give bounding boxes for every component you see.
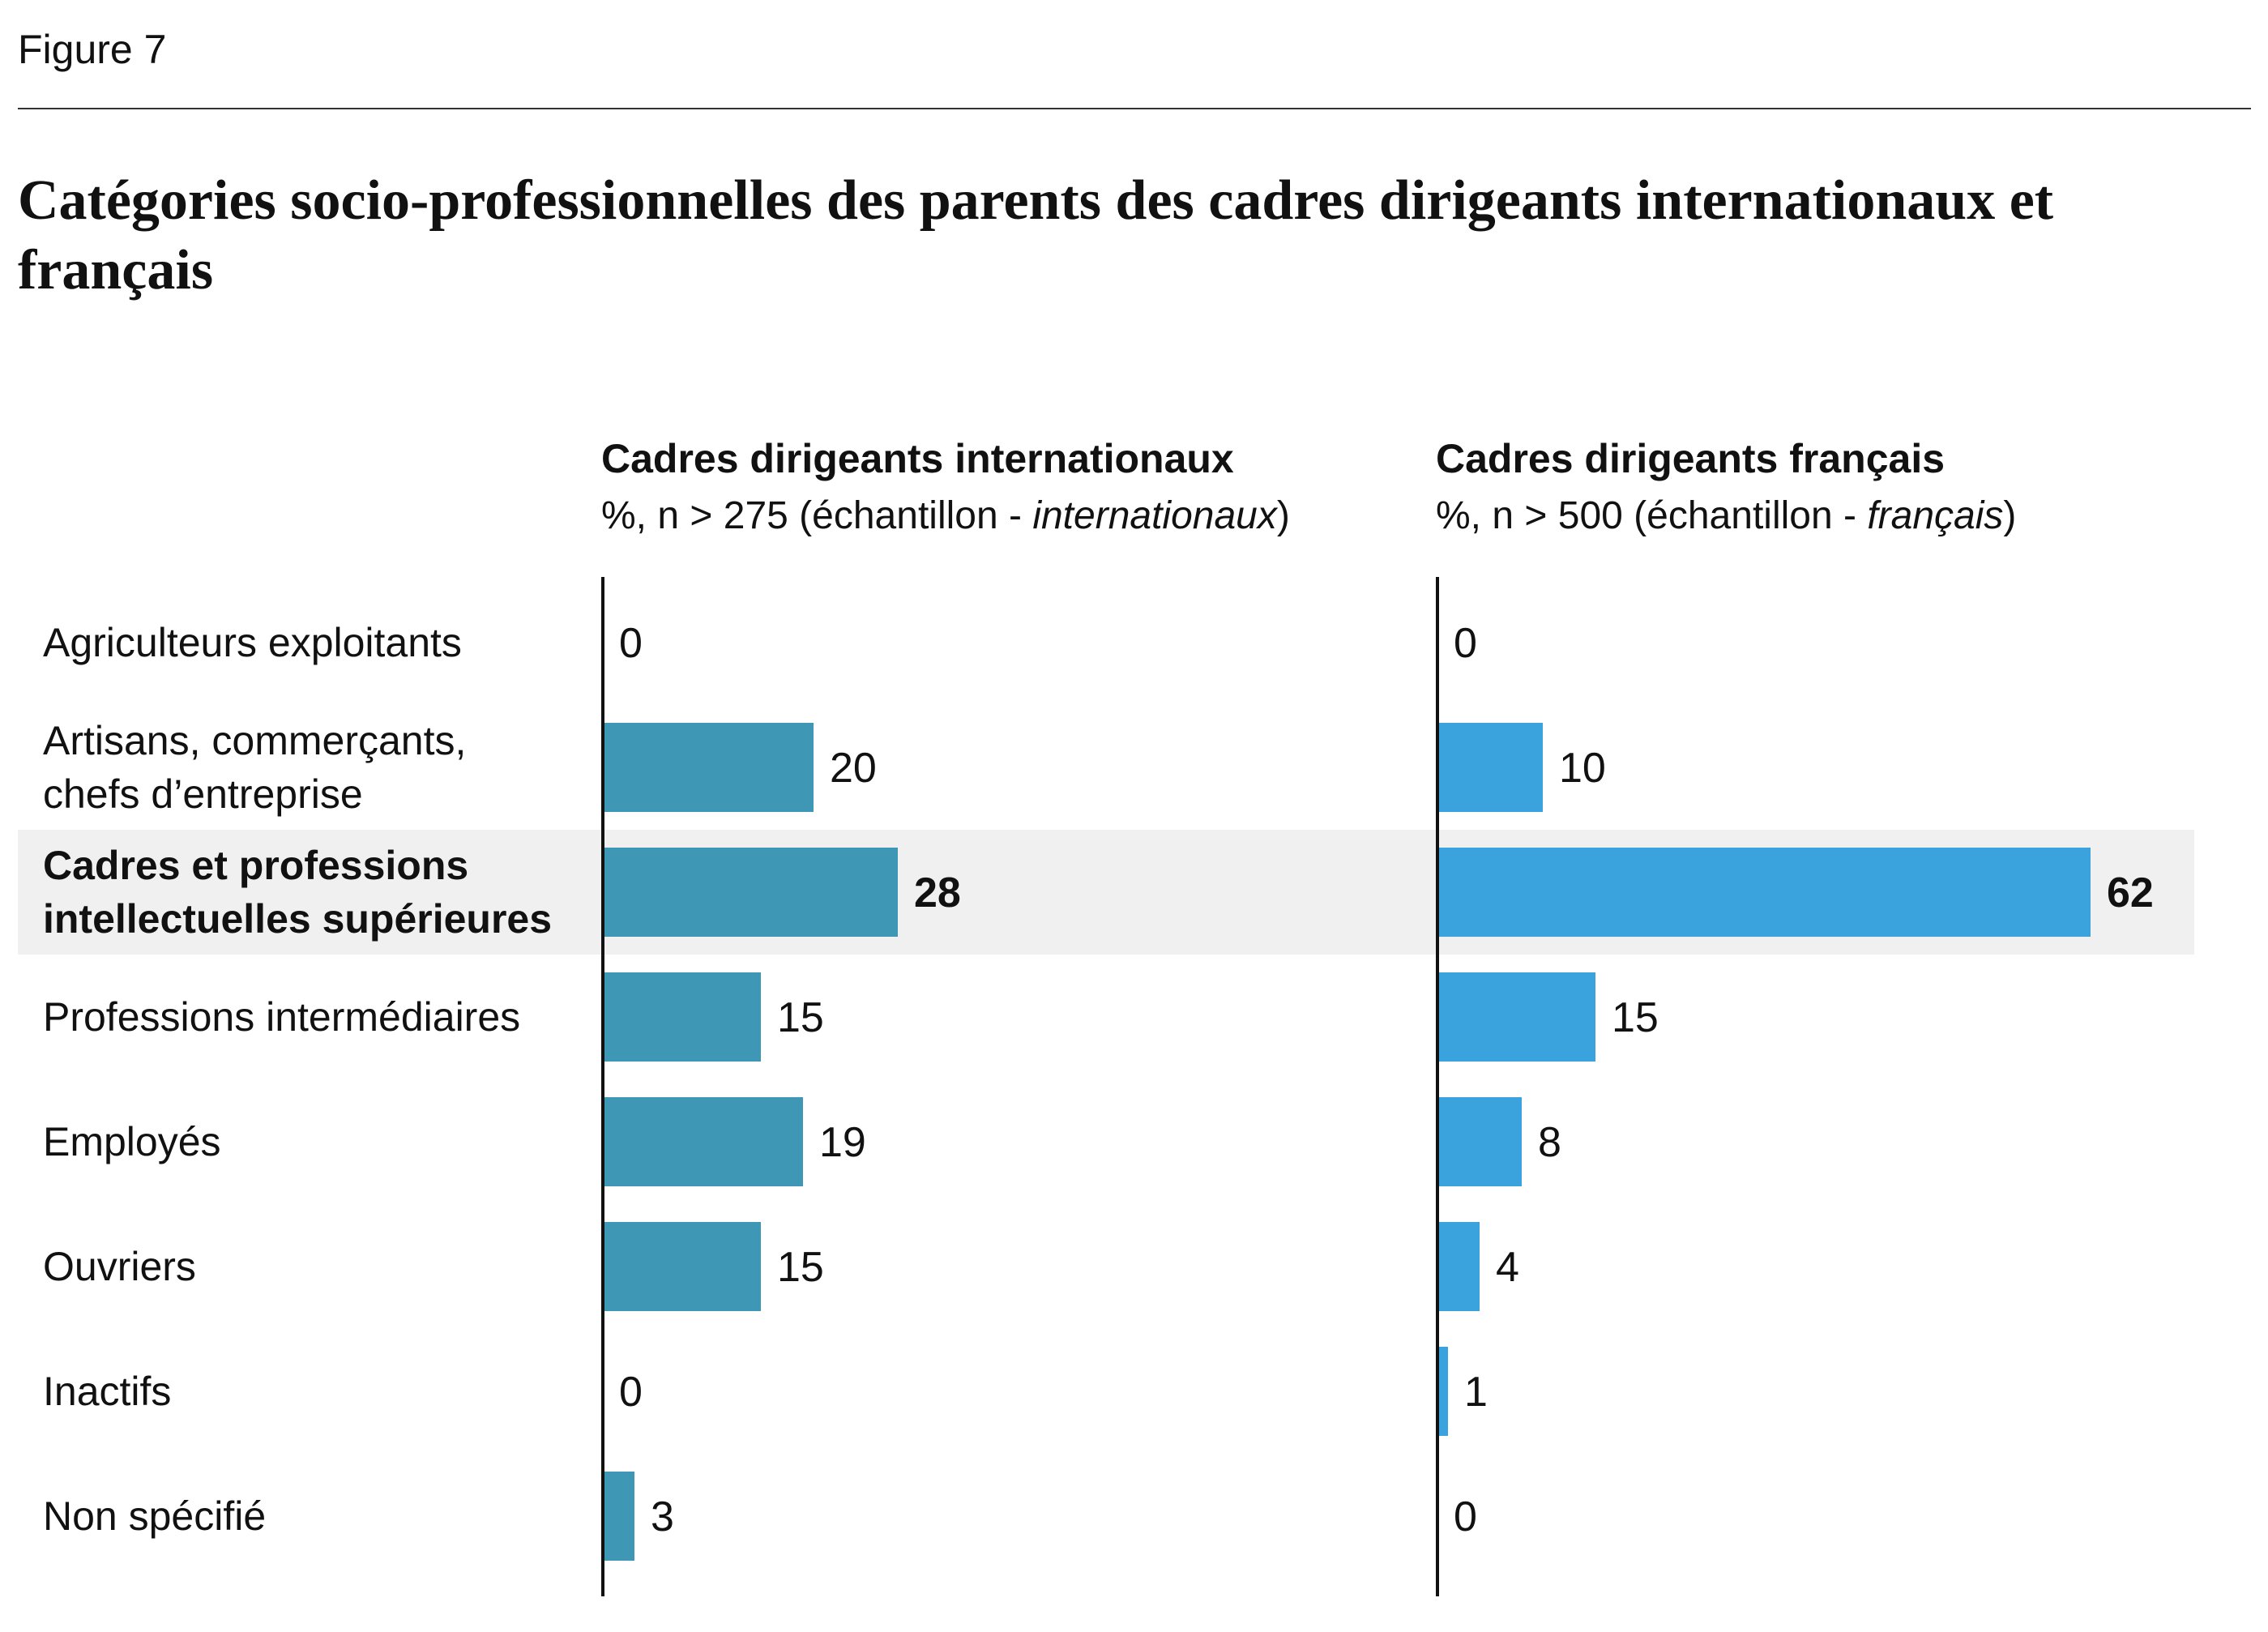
data-label: 10: [1559, 745, 1606, 792]
category-label: Artisans, commerçants,: [43, 718, 466, 763]
chart-title: Catégories socio-professionnelles des pa…: [18, 169, 2054, 301]
category-label: chefs d’entreprise: [43, 771, 363, 817]
data-label: 15: [1612, 994, 1659, 1041]
series-title: Cadres dirigeants français: [1436, 436, 1945, 481]
series-subtitle: %, n > 275 (échantillon - internationaux…: [601, 494, 1290, 537]
bar: [1437, 723, 1543, 812]
data-label: 3: [651, 1493, 674, 1540]
category-label: Cadres et professions: [43, 843, 468, 888]
header-rule: [18, 108, 2251, 109]
bar: [1437, 1097, 1522, 1186]
figure-label: Figure 7: [18, 27, 167, 72]
bar: [1437, 1222, 1480, 1311]
data-label: 0: [619, 1369, 643, 1416]
category-label: Agriculteurs exploitants: [43, 620, 462, 665]
data-label: 1: [1464, 1369, 1488, 1416]
bar: [603, 723, 814, 812]
category-label: Professions intermédiaires: [43, 994, 520, 1040]
series-title: Cadres dirigeants internationaux: [601, 436, 1234, 481]
category-label: intellectuelles supérieures: [43, 896, 552, 942]
bar: [1437, 972, 1595, 1062]
bar: [1437, 848, 2091, 937]
bar: [603, 972, 761, 1062]
bar: [603, 848, 898, 937]
data-label: 0: [1454, 620, 1477, 667]
data-label: 15: [777, 994, 824, 1041]
category-label: Non spécifié: [43, 1493, 266, 1539]
data-label: 0: [1454, 1493, 1477, 1540]
data-label: 62: [2107, 869, 2154, 916]
series-subtitle: %, n > 500 (échantillon - français): [1436, 494, 2016, 537]
data-label: 19: [819, 1119, 866, 1166]
bar: [603, 1097, 803, 1186]
bar: [1437, 1347, 1448, 1436]
bar: [603, 1472, 634, 1561]
category-label: Employés: [43, 1119, 221, 1164]
category-label: Ouvriers: [43, 1244, 196, 1289]
data-label: 0: [619, 620, 643, 667]
data-label: 8: [1538, 1119, 1561, 1166]
category-label: Inactifs: [43, 1369, 171, 1414]
data-label: 15: [777, 1244, 824, 1291]
data-label: 4: [1496, 1244, 1519, 1291]
data-label: 28: [914, 869, 961, 916]
bar: [603, 1222, 761, 1311]
data-label: 20: [830, 745, 877, 792]
